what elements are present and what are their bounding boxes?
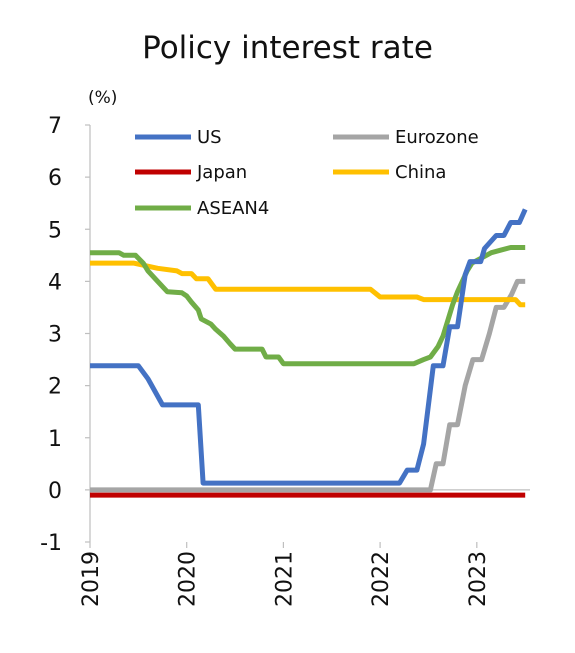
legend-label-china: China: [395, 162, 446, 183]
y-axis-unit-label: (%): [88, 88, 118, 108]
chart-legend: US Eurozone Japan China ASEAN4: [135, 127, 479, 219]
y-tick-label: 0: [48, 479, 62, 504]
y-tick-label: 7: [48, 114, 62, 139]
y-tick-label: 3: [48, 323, 62, 348]
y-tick-label: 1: [48, 427, 62, 452]
legend-label-japan: Japan: [196, 162, 247, 183]
legend-label-asean4: ASEAN4: [197, 198, 269, 219]
x-tick-label: 2021: [272, 551, 297, 607]
x-tick-label: 2022: [369, 551, 394, 607]
x-tick-label: 2023: [466, 551, 491, 607]
chart-series-group: [90, 208, 528, 498]
x-tick-label: 2019: [79, 551, 104, 607]
y-tick-label: 4: [48, 270, 62, 295]
x-tick-label: 2020: [176, 551, 201, 607]
series-line-china: [90, 260, 526, 308]
chart-axes: -1 0 1 2 3 4 5 6 7 2019 2020 2021 2022 2023: [40, 114, 530, 607]
y-tick-label: 6: [48, 166, 62, 191]
chart-title: Policy interest rate: [142, 30, 433, 66]
legend-label-eurozone: Eurozone: [395, 127, 479, 148]
legend-label-us: US: [197, 127, 222, 148]
y-tick-label: 2: [48, 375, 62, 400]
y-tick-label: -1: [40, 531, 62, 556]
series-line-us: [90, 208, 528, 486]
y-tick-label: 5: [48, 218, 62, 243]
